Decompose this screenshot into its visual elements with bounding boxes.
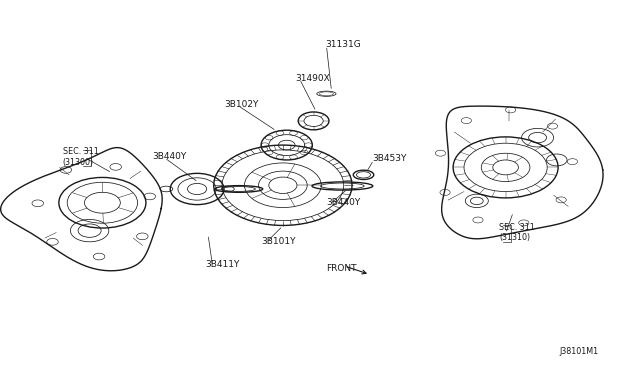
- Text: FRONT: FRONT: [326, 264, 357, 273]
- Text: J38101M1: J38101M1: [559, 347, 598, 356]
- Text: 3B101Y: 3B101Y: [261, 237, 296, 246]
- Text: SEC. 311
(31310): SEC. 311 (31310): [499, 223, 535, 242]
- Text: 31131G: 31131G: [325, 40, 361, 49]
- Text: 3B440Y: 3B440Y: [326, 198, 361, 207]
- Text: 3B411Y: 3B411Y: [205, 260, 239, 269]
- Text: 31490X: 31490X: [296, 74, 330, 83]
- Text: 3B440Y: 3B440Y: [152, 153, 187, 161]
- Text: 3B453Y: 3B453Y: [372, 154, 407, 163]
- Text: 3B102Y: 3B102Y: [224, 100, 259, 109]
- Text: SEC. 311
(31300): SEC. 311 (31300): [63, 147, 99, 167]
